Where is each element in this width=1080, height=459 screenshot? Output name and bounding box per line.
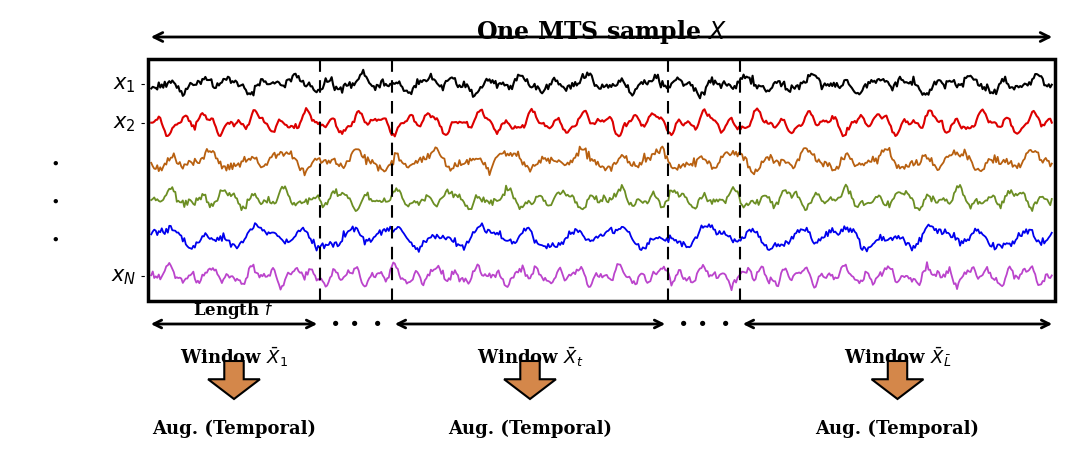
Text: Window $\bar{X}_t$: Window $\bar{X}_t$ <box>476 344 583 368</box>
FancyArrow shape <box>872 361 923 399</box>
Text: $\bullet$: $\bullet$ <box>51 192 59 207</box>
Text: $x_2$: $x_2$ <box>113 113 136 133</box>
Text: Window $\bar{X}_{\bar{L}}$: Window $\bar{X}_{\bar{L}}$ <box>843 344 951 368</box>
Text: $x_N$: $x_N$ <box>110 266 136 286</box>
Text: $\bullet$: $\bullet$ <box>51 230 59 246</box>
Text: $x_1$: $x_1$ <box>113 75 136 95</box>
Text: $\bullet\;\bullet\;\bullet$: $\bullet\;\bullet\;\bullet$ <box>329 312 382 330</box>
Bar <box>148 60 1055 302</box>
Text: Length $f$: Length $f$ <box>193 298 274 320</box>
FancyArrow shape <box>208 361 260 399</box>
Text: Aug. (Temporal): Aug. (Temporal) <box>152 419 316 437</box>
Text: Aug. (Temporal): Aug. (Temporal) <box>815 419 980 437</box>
Text: $\bullet$: $\bullet$ <box>51 154 59 169</box>
Text: $\bullet\;\bullet\;\bullet$: $\bullet\;\bullet\;\bullet$ <box>677 312 730 330</box>
FancyArrow shape <box>504 361 556 399</box>
Text: One MTS sample $X$: One MTS sample $X$ <box>476 18 727 46</box>
Text: Window $\bar{X}_1$: Window $\bar{X}_1$ <box>180 344 288 368</box>
Text: Aug. (Temporal): Aug. (Temporal) <box>448 419 612 437</box>
